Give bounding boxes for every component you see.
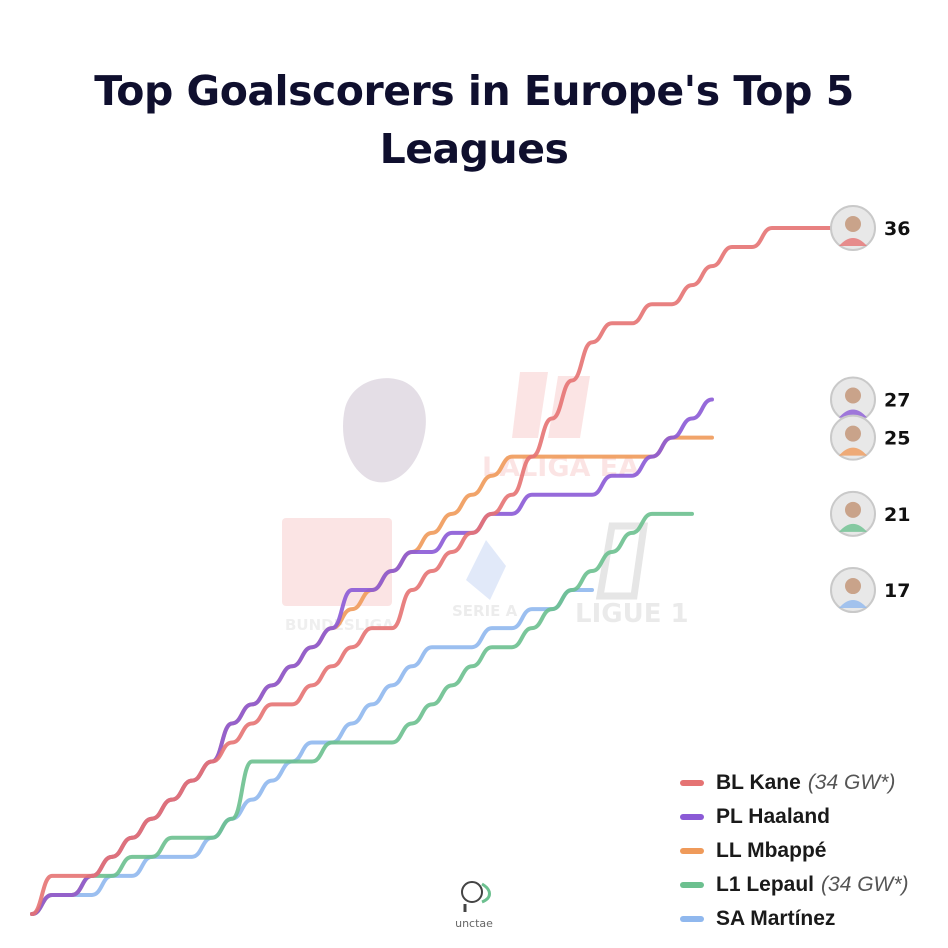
player-head-icon xyxy=(845,216,861,232)
ligue-1-logo: LIGUE 1 xyxy=(575,522,689,629)
legend-swatch xyxy=(680,848,704,854)
legend: BL Kane (34 GW*) PL Haaland LL Mbappé L1 Lep… xyxy=(680,766,909,936)
end-marker-pl-haaland: 27 xyxy=(830,376,910,423)
player-shirt-icon xyxy=(839,409,867,418)
legend-swatch xyxy=(680,814,704,820)
watermark-text: unctae xyxy=(455,917,493,930)
legend-note: (34 GW*) xyxy=(807,771,896,794)
end-value-label: 27 xyxy=(884,390,910,412)
legend-label: SA Martínez xyxy=(716,907,836,930)
end-marker-bl-kane: 36 xyxy=(830,205,910,251)
end-value-label: 17 xyxy=(884,580,910,602)
series-line-l1-lepaul xyxy=(30,511,694,916)
player-shirt-icon xyxy=(839,447,867,456)
series-line-sa-martinez xyxy=(30,588,594,916)
legend-swatch xyxy=(680,780,704,786)
player-head-icon xyxy=(845,501,861,518)
legend-item-sa-martinez: SA Martínez xyxy=(680,902,909,936)
series-line-bl-kane xyxy=(30,226,834,916)
legend-item-pl-haaland: PL Haaland xyxy=(680,800,909,834)
player-head-icon xyxy=(845,578,861,595)
player-shirt-icon xyxy=(839,523,867,532)
legend-label: L1 Lepaul xyxy=(716,873,815,896)
end-value-label: 21 xyxy=(884,504,910,526)
chart-title: Top Goalscorers in Europe's Top 5 Leagues xyxy=(0,62,948,178)
punctae-watermark: unctae xyxy=(444,874,504,930)
premier-league-logo xyxy=(342,378,426,483)
end-value-label: 25 xyxy=(884,428,910,450)
serie-a-logo-text: SERIE A xyxy=(452,602,518,620)
player-head-icon xyxy=(845,387,861,404)
series-lines xyxy=(30,226,834,916)
chart-title-line: Top Goalscorers in Europe's Top 5 xyxy=(94,67,854,115)
end-markers: 36 27 25 21 17 xyxy=(830,205,910,614)
legend-swatch xyxy=(680,916,704,922)
legend-note: (34 GW*) xyxy=(821,873,909,896)
player-head-icon xyxy=(845,425,861,442)
end-value-label: 36 xyxy=(884,218,910,240)
end-marker-ll-mbappe: 25 xyxy=(830,414,910,461)
legend-item-ll-mbappe: LL Mbappé xyxy=(680,834,909,868)
legend-label: PL Haaland xyxy=(716,805,830,828)
legend-item-l1-lepaul: L1 Lepaul (34 GW*) xyxy=(680,868,909,902)
league-logos-background: LALIGA EA BUNDESLIGA SERIE A LIGUE 1 xyxy=(282,372,689,634)
legend-label: BL Kane xyxy=(716,771,801,794)
player-shirt-icon xyxy=(839,238,867,246)
legend-swatch xyxy=(680,882,704,888)
legend-item-bl-kane: BL Kane (34 GW*) xyxy=(680,766,909,800)
laliga-logo: LALIGA EA xyxy=(482,372,639,483)
series-line-ll-mbappe xyxy=(30,435,714,916)
punctae-logo-icon xyxy=(461,881,491,912)
ligue-1-logo-text: LIGUE 1 xyxy=(575,599,689,629)
end-marker-l1-lepaul: 21 xyxy=(830,490,910,537)
serie-a-logo: SERIE A xyxy=(452,540,518,620)
player-shirt-icon xyxy=(839,600,867,609)
end-marker-sa-martinez: 17 xyxy=(830,567,910,614)
chart-title-line: Leagues xyxy=(379,125,569,173)
legend-label: LL Mbappé xyxy=(716,839,827,862)
